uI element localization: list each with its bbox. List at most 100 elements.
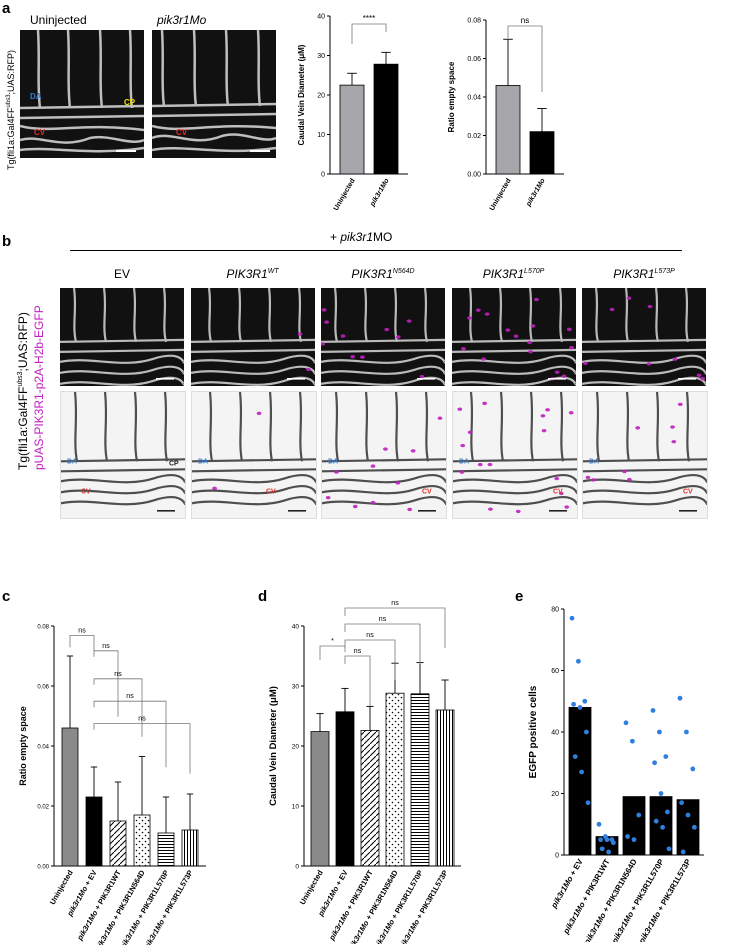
bar: [622, 796, 646, 856]
category-label-rest: + EV: [567, 857, 585, 879]
category-label-italic: pik3r1Mo: [316, 884, 341, 918]
nucleus: [627, 477, 632, 482]
vessel-pattern: [20, 30, 144, 153]
nucleus: [340, 334, 346, 338]
vessel-pattern: DA CV: [452, 392, 577, 514]
significance-bracket: [93, 700, 167, 768]
nucleus: [458, 470, 464, 474]
category-label: pik3r1Mo + PIK3R1L573P: [637, 857, 694, 942]
nucleus: [553, 476, 559, 481]
micrograph-inv-0: DA CV CP: [60, 391, 186, 519]
significance-label: ns: [391, 600, 399, 607]
vessel: [162, 288, 168, 343]
nucleus: [566, 327, 572, 332]
micrograph-pik3r1mo: CV: [152, 30, 276, 158]
category-label: pik3r1Mo + PIK3R1WT: [561, 857, 612, 936]
panel-b-side-label-construct: pUAS-PIK3R1-p2A-H2b-EGFP: [32, 305, 46, 470]
vessels: [60, 288, 184, 386]
nucleus: [487, 462, 492, 467]
vessels: [61, 392, 185, 506]
y-tick-label: 0: [321, 172, 325, 179]
tag-cv: CV: [553, 488, 563, 495]
bar: [360, 729, 380, 867]
vessel: [451, 338, 576, 343]
nucleus: [541, 429, 546, 433]
vessel: [60, 348, 184, 353]
scale-bar: [548, 510, 567, 512]
vessel: [61, 485, 185, 495]
column-header-4: PIK3R1L573P: [582, 267, 706, 281]
vessel: [364, 392, 370, 462]
significance-bracket: [93, 723, 191, 774]
vessel-pattern: DA CV: [583, 392, 707, 512]
nucleus: [360, 355, 365, 359]
vessel: [582, 376, 706, 386]
nucleus: [568, 345, 574, 350]
category-label-italic: pik3r1Mo: [142, 917, 167, 945]
category-label: pik3r1Mo: [525, 177, 547, 209]
nucleus: [467, 430, 472, 435]
nucleus: [350, 354, 356, 359]
nucleus: [696, 373, 702, 377]
vessel: [582, 348, 706, 353]
chart-empty-space-c: 0.00 0.02 0.04 0.06 0.08 Ratio empty space Uni…: [18, 625, 206, 945]
vessel: [191, 485, 316, 495]
scale-bar: [679, 510, 697, 512]
significance-bracket: [344, 623, 421, 664]
data-point: [665, 809, 670, 815]
significance-bracket: [344, 639, 396, 680]
bar: [109, 820, 127, 867]
data-point: [579, 769, 584, 775]
vessel: [452, 474, 577, 484]
nucleus: [530, 324, 535, 328]
data-point: [625, 834, 630, 839]
vessel: [298, 392, 303, 462]
category-label-italic: pik3r1Mo: [118, 917, 143, 945]
image-title-pik3r1mo: pik3r1Mo: [157, 13, 207, 27]
nucleus: [484, 312, 490, 316]
scale-bar: [250, 150, 270, 152]
significance-label: ns: [138, 716, 146, 723]
data-point: [652, 760, 657, 766]
data-point: [596, 821, 602, 827]
vessel: [322, 468, 446, 473]
bar: [61, 727, 79, 867]
vessel: [297, 288, 302, 343]
y-tick-label: 40: [292, 624, 300, 631]
micrograph-dark-3: [451, 288, 576, 386]
nucleus: [297, 332, 302, 336]
significance-label: *: [331, 638, 334, 645]
y-tick-label: 0.00: [467, 172, 481, 179]
micrograph-dark-0: [60, 288, 184, 386]
bar: [335, 711, 355, 867]
vessel-pattern: [152, 30, 276, 153]
vessel: [334, 392, 340, 462]
vessel: [61, 458, 185, 463]
vessel: [684, 288, 690, 343]
nucleus: [334, 470, 339, 474]
nucleus: [647, 304, 653, 309]
y-tick-label: 40: [551, 730, 559, 737]
data-point: [582, 698, 588, 704]
data-point: [658, 791, 664, 796]
nucleus: [477, 462, 483, 467]
data-point: [657, 729, 662, 735]
panel-b-header: + pik3r1MO: [330, 230, 393, 244]
nucleus: [407, 507, 413, 512]
y-tick-label: 0.02: [37, 805, 49, 811]
vessel: [529, 392, 534, 462]
data-point: [679, 800, 684, 806]
nucleus: [609, 307, 615, 312]
nucleus: [370, 464, 376, 468]
significance-bracket: [344, 655, 371, 706]
significance-label: ns: [102, 643, 110, 650]
vessel: [133, 392, 139, 462]
vessel: [452, 468, 577, 473]
vessel: [685, 392, 691, 462]
vessel: [583, 496, 707, 506]
data-point: [690, 766, 696, 772]
tag-cv: CV: [266, 488, 276, 495]
vessels: [190, 288, 315, 386]
data-point: [636, 812, 642, 818]
bar: [157, 832, 175, 867]
